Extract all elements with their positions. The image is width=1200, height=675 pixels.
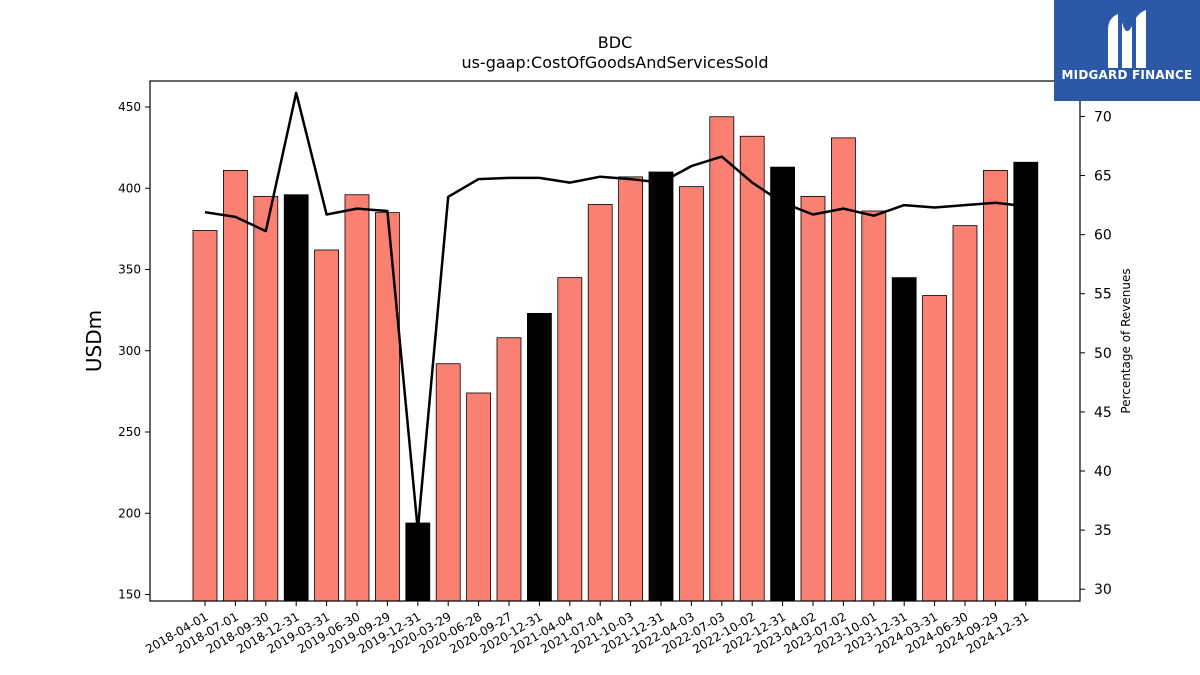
plot-frame (149, 80, 1081, 602)
y2-tick-label: 50 (1094, 346, 1112, 362)
brand-name: MIDGARD FINANCE (1061, 68, 1193, 82)
y2-tick-label: 70 (1094, 109, 1112, 125)
bar-2019-06-30 (344, 194, 370, 602)
bar-2019-12-31 (405, 522, 431, 602)
midgard-logo-icon (1108, 10, 1146, 68)
chart-subtitle: us-gaap:CostOfGoodsAndServicesSold (461, 53, 768, 72)
bar-2021-10-03 (618, 176, 643, 602)
bar-2020-03-29 (435, 363, 461, 602)
bar-2018-07-01 (222, 169, 248, 602)
percentage-line (204, 91, 1026, 532)
y-tick-label: 250 (118, 425, 141, 439)
y2-tick-label: 30 (1094, 582, 1112, 598)
bar-2019-09-29 (374, 212, 400, 602)
bar-2018-04-01 (192, 230, 218, 602)
bar-2024-06-30 (952, 225, 978, 602)
y-tick-label: 450 (118, 100, 141, 114)
bars-group (192, 116, 1039, 602)
bar-2022-10-02 (739, 135, 765, 602)
bar-2020-06-28 (466, 392, 492, 602)
y2-tick-label: 40 (1094, 464, 1112, 480)
bar-2024-09-29 (983, 169, 1008, 602)
y2-tick-label: 45 (1094, 405, 1112, 421)
y2-axis-label: Percentage of Revenues (1119, 268, 1133, 413)
bar-2022-04-03 (679, 186, 704, 602)
bar-2024-12-31 (1013, 161, 1039, 602)
bar-2018-09-30 (253, 195, 279, 602)
y2-tick-label: 60 (1094, 228, 1112, 244)
bar-2021-07-04 (587, 204, 613, 602)
bar-2018-12-31 (283, 194, 309, 602)
bar-2023-12-31 (891, 277, 917, 602)
bar-2022-07-03 (709, 116, 735, 602)
y2-tick-label: 55 (1094, 287, 1112, 303)
bar-2023-07-02 (831, 137, 856, 602)
line-group (204, 91, 1026, 532)
y2-tick-label: 35 (1094, 523, 1112, 539)
y2-tick-label: 65 (1094, 169, 1112, 185)
bar-2023-04-02 (800, 195, 826, 602)
y-tick-label: 150 (118, 588, 141, 602)
y-tick-label: 400 (118, 181, 141, 195)
bar-2023-10-01 (861, 210, 887, 602)
y-axis-label: USDm (82, 310, 106, 372)
axes-group: 1502002503003504004503035404550556065702… (118, 80, 1112, 656)
bar-2021-04-04 (557, 277, 583, 602)
bar-2022-12-31 (770, 166, 795, 602)
bar-2020-09-27 (496, 337, 522, 602)
y-tick-label: 350 (118, 263, 141, 277)
bar-2019-03-31 (314, 249, 340, 602)
brand-logo: MIDGARD FINANCE (1054, 0, 1200, 101)
y-tick-label: 300 (118, 344, 141, 358)
bar-2020-12-31 (527, 312, 552, 602)
bar-2021-12-31 (648, 171, 674, 602)
y-tick-label: 200 (118, 506, 141, 520)
bar-2024-03-31 (922, 295, 947, 602)
chart-title: BDC (598, 33, 632, 52)
